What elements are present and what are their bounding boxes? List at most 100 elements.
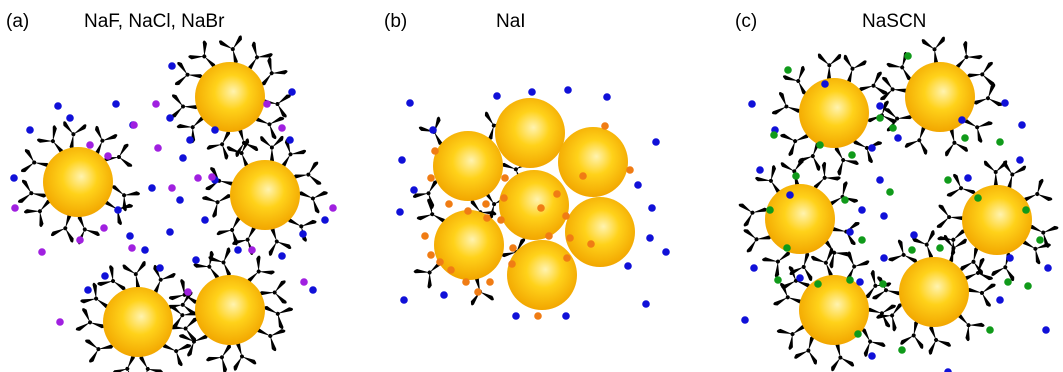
- cation-dot: [958, 116, 966, 124]
- cation-dot: [493, 92, 501, 100]
- cation-dot: [662, 248, 670, 256]
- cation-dot: [112, 100, 120, 108]
- panel-a-sphere-0-surfactant: [170, 94, 199, 119]
- cation-dot: [562, 312, 570, 320]
- anion-dot: [579, 172, 587, 180]
- anion-dot: [986, 326, 994, 334]
- panel-c-sphere-1-surfactant: [880, 76, 909, 103]
- anion-dot: [329, 204, 337, 212]
- cation-dot: [624, 262, 632, 270]
- cation-dot: [603, 93, 611, 101]
- anion-dot: [770, 131, 778, 139]
- anion-dot: [854, 330, 862, 338]
- cation-dot: [1001, 99, 1009, 107]
- anion-dot: [944, 176, 952, 184]
- cation-dot: [66, 114, 74, 122]
- anion-dot: [447, 266, 455, 274]
- cation-dot: [648, 204, 656, 212]
- anion-dot: [898, 346, 906, 354]
- cation-dot: [186, 136, 194, 144]
- anion-dot: [814, 280, 822, 288]
- panel-b-sphere: [507, 240, 577, 310]
- panel-a-sphere: [103, 287, 173, 357]
- cation-dot: [748, 100, 756, 108]
- anion-dot: [534, 312, 542, 320]
- anion-dot: [184, 288, 192, 296]
- panel-a-title: NaF, NaCl, NaBr: [84, 11, 225, 32]
- cation-dot: [201, 216, 209, 224]
- panel-c-title: NaSCN: [862, 11, 926, 32]
- cation-dot: [642, 300, 650, 308]
- cation-dot: [868, 144, 876, 152]
- cation-dot: [821, 80, 829, 88]
- cation-dot: [880, 212, 888, 220]
- panel-c-letter: (c): [735, 11, 757, 32]
- panel-c-sphere-5-surfactant: [964, 278, 996, 307]
- cation-dot: [634, 181, 642, 189]
- cation-dot: [652, 138, 660, 146]
- anion-dot: [1024, 282, 1032, 290]
- anion-dot: [421, 232, 429, 240]
- anion-dot: [876, 114, 884, 122]
- anion-dot: [300, 278, 308, 286]
- cation-dot: [964, 174, 972, 182]
- anion-dot: [104, 152, 112, 160]
- anion-dot: [501, 174, 509, 182]
- cation-dot: [166, 228, 174, 236]
- cation-dot: [141, 246, 149, 254]
- anion-dot: [427, 251, 435, 259]
- anion-dot: [11, 204, 19, 212]
- anion-dot: [936, 244, 944, 252]
- cation-dot: [396, 208, 404, 216]
- cation-dot: [429, 126, 437, 134]
- cation-dot: [646, 234, 654, 242]
- anion-dot: [1036, 236, 1044, 244]
- anion-dot: [566, 234, 574, 242]
- panel-b-letter: (b): [384, 11, 407, 32]
- panel-b-title: NaI: [496, 11, 526, 32]
- panel-b-sphere: [565, 197, 635, 267]
- cation-dot: [440, 291, 448, 299]
- anion-dot: [766, 206, 774, 214]
- anion-dot: [509, 244, 517, 252]
- panel-c-sphere-2-surfactant: [738, 197, 770, 227]
- cation-dot: [410, 186, 418, 194]
- panel-c-sphere-3-surfactant: [936, 204, 966, 230]
- anion-dot: [128, 244, 136, 252]
- panel-a-sphere: [195, 62, 265, 132]
- cation-dot: [179, 154, 187, 162]
- anion-dot: [427, 174, 435, 182]
- anion-dot: [848, 151, 856, 159]
- anion-dot: [545, 232, 553, 240]
- anion-dot: [436, 258, 444, 266]
- panel-a-sphere-3-surfactant: [122, 260, 150, 291]
- panel-a-sphere-0-surfactant: [218, 35, 248, 67]
- cation-dot: [528, 88, 536, 96]
- cation-dot: [1016, 156, 1024, 164]
- panel-a-sphere-3-surfactant: [75, 307, 108, 339]
- anion-dot: [1022, 206, 1030, 214]
- panel-b-sphere: [495, 98, 565, 168]
- cation-dot: [321, 216, 329, 224]
- panel-c-sphere: [799, 78, 869, 148]
- cation-dot: [564, 86, 572, 94]
- panel-b-sphere: [558, 127, 628, 197]
- cation-dot: [856, 278, 864, 286]
- anion-dot: [783, 244, 791, 252]
- cation-dot: [846, 228, 854, 236]
- anion-dot: [56, 318, 64, 326]
- anion-dot: [879, 280, 887, 288]
- anion-dot: [100, 224, 108, 232]
- panel-c-sphere: [765, 184, 835, 254]
- anion-dot: [904, 52, 912, 60]
- anion-dot: [154, 144, 162, 152]
- panel-c-sphere: [905, 62, 975, 132]
- anion-dot: [86, 141, 94, 149]
- anion-dot: [263, 100, 271, 108]
- cation-dot: [166, 114, 174, 122]
- panel-b-header: (b) NaI: [384, 11, 526, 32]
- cation-dot: [796, 274, 804, 282]
- anion-dot: [194, 174, 202, 182]
- anion-dot: [462, 278, 470, 286]
- cation-dot: [512, 312, 520, 320]
